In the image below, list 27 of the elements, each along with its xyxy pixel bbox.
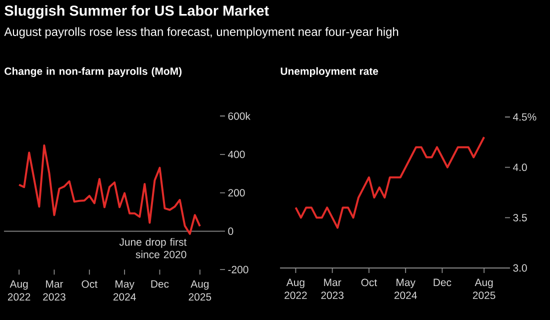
x-tick-label: May 2024 — [394, 278, 417, 300]
y-tick-label: 0 — [228, 228, 234, 235]
x-tick-label: Aug 2022 — [8, 280, 30, 301]
y-axis-title: Change in non-farm payrolls (MoM) — [4, 67, 182, 78]
annotation: June drop first since 2020 — [119, 238, 187, 258]
y-tick-label: 400 — [228, 150, 245, 158]
y-tick-label: 3.5 — [513, 214, 527, 222]
x-tick-label: May 2024 — [113, 280, 136, 301]
y-tick-label: 4.5% — [513, 113, 536, 121]
x-tick-label: Mar 2023 — [43, 280, 66, 301]
y-tick-label: 4.0 — [513, 164, 527, 172]
y-tick-label: 200 — [228, 189, 245, 197]
line-series — [18, 144, 201, 235]
x-tick-label: Mar 2023 — [321, 278, 344, 300]
x-tick-label: Aug 2025 — [472, 278, 496, 300]
y-tick-label: 3.0 — [513, 264, 527, 272]
x-tick-label: Dec — [434, 278, 452, 286]
chart-subtitle: August payrolls rose less than forecast, unemployment near four-year high — [4, 27, 398, 38]
y-axis-title: Unemployment rate — [280, 67, 378, 77]
x-tick-label: Aug 2022 — [284, 278, 307, 300]
y-tick-label: -200 — [228, 266, 248, 274]
x-tick-label: Aug 2025 — [188, 280, 212, 301]
x-tick-label: Dec — [151, 280, 169, 288]
y-tick-label: 600k — [228, 112, 250, 120]
x-tick-label: Oct — [82, 280, 98, 288]
chart-title: Sluggish Summer for US Labor Market — [4, 5, 269, 19]
x-tick-label: Oct — [361, 278, 378, 286]
